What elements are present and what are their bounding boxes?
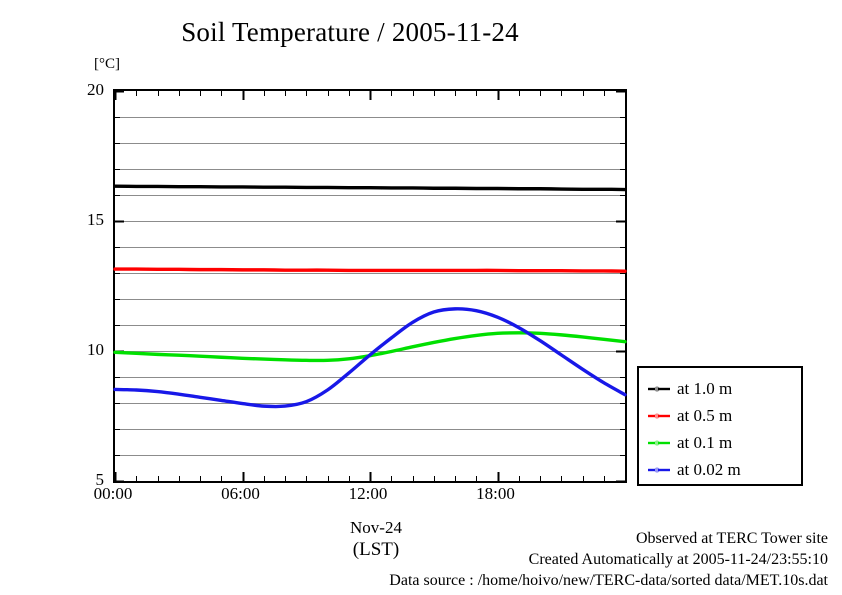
footer-observed-text: Observed at TERC Tower site xyxy=(635,530,828,547)
x-axis-tick-label: 12:00 xyxy=(348,484,388,503)
legend-item-label: at 0.5 m xyxy=(677,406,733,425)
x-axis-tick-label: 06:00 xyxy=(221,484,260,503)
y-axis-tick-label: 10 xyxy=(87,340,104,359)
page-title: Soil Temperature / 2005-11-24 xyxy=(181,17,519,47)
legend-item-label: at 1.0 m xyxy=(677,379,733,398)
x-axis-caption: Nov-24 (LST) xyxy=(330,517,422,561)
x-axis-tick-label: 00:00 xyxy=(93,484,133,503)
series-line xyxy=(113,267,627,273)
y-axis-tick-label: 5 xyxy=(95,470,105,489)
legend-line-icon xyxy=(648,463,670,477)
gridlines xyxy=(115,117,625,456)
legend-item-label: at 0.02 m xyxy=(677,460,741,479)
legend-item[interactable]: at 1.0 m xyxy=(648,378,732,400)
legend-line-icon xyxy=(648,382,670,396)
plot-area xyxy=(113,89,627,483)
footer-created-text: Created Automatically at 2005-11-24/23:5… xyxy=(528,551,828,568)
legend: at 1.0 m at 0.5 m at 0.1 m at 0.02 m xyxy=(637,366,803,486)
legend-item[interactable]: at 0.02 m xyxy=(648,459,741,481)
footer-datasource-text: Data source : /home/hoivo/new/TERC-data/… xyxy=(389,572,828,589)
series-line xyxy=(113,307,627,409)
legend-line-icon xyxy=(648,436,670,450)
y-axis-tick-label: 15 xyxy=(87,210,104,229)
y-axis-unit-label: [°C] xyxy=(94,56,120,72)
series-line xyxy=(113,184,627,192)
y-axis-tick-label: 20 xyxy=(87,80,104,99)
x-axis-tick-label: 18:00 xyxy=(476,484,515,503)
legend-line-icon xyxy=(648,409,670,423)
x-axis-timebase-label: (LST) xyxy=(352,539,400,560)
x-axis-date-label: Nov-24 xyxy=(350,518,402,537)
data-series xyxy=(113,184,627,409)
legend-item[interactable]: at 0.5 m xyxy=(648,405,732,427)
legend-item-label: at 0.1 m xyxy=(677,433,733,452)
legend-item[interactable]: at 0.1 m xyxy=(648,432,732,454)
